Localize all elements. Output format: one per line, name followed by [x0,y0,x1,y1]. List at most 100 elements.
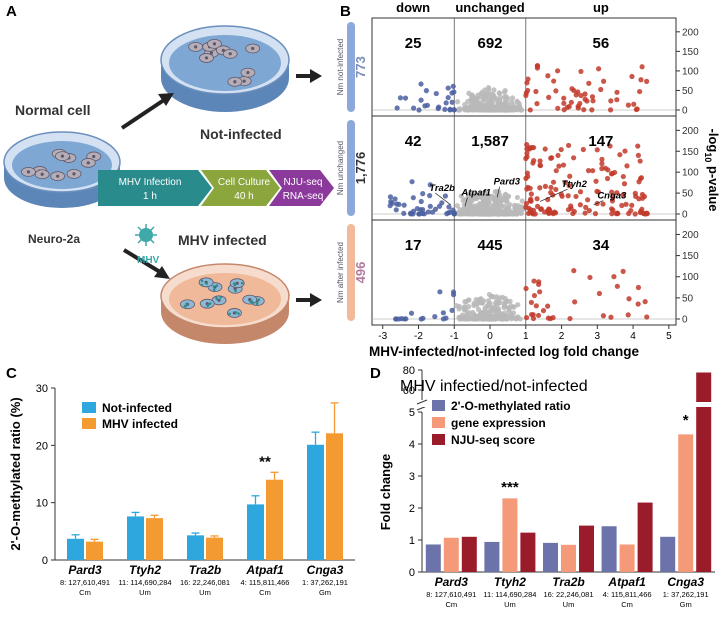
process-step-infection: MHV Infection 1 h [98,170,212,206]
legend-label: gene expression [451,416,546,430]
legend-label: Not-infected [102,401,172,415]
point-up [538,206,544,212]
header-up: up [593,0,609,15]
point-down [408,211,414,217]
count-unchanged: 692 [478,35,503,52]
panel-letter-b: B [340,3,351,20]
category-position: 11: 114,690,284 [483,590,536,599]
point-up [553,168,559,174]
point-up [558,146,564,153]
point-up [555,105,561,111]
category-label: Pard3 [68,563,102,577]
y-tick-label: 150 [682,147,699,158]
x-tick-label: 4 [630,331,636,342]
point-up [552,210,559,216]
point-down [423,88,430,94]
point-unchanged [481,308,488,315]
point-up [611,273,617,280]
category-label: Atpaf1 [245,563,284,577]
point-up [540,308,547,314]
y-tick-label: 2 [409,503,415,515]
point-up [524,150,530,156]
bar [619,544,635,572]
point-down [420,315,426,321]
point-unchanged [518,106,524,112]
point-unchanged [515,315,521,321]
x-tick-label: -2 [414,331,423,342]
y-tick-label: 0 [42,555,48,567]
category-label: Tra2b [552,575,584,589]
point-unchanged [509,99,515,105]
point-unchanged [486,316,492,322]
legend-swatch [82,418,96,429]
arrow-to-infected [122,248,170,279]
x-tick-label: -3 [378,331,387,342]
point-up [559,193,565,199]
point-unchanged [517,209,524,215]
point-unchanged [502,299,508,306]
point-unchanged [519,198,525,204]
point-up [537,158,543,164]
category-label: Tra2b [189,563,221,577]
point-up [581,107,587,113]
point-up [578,92,584,99]
point-up [620,268,626,274]
y-axis-label: 2'-O-methylated ratio (%) [8,397,23,550]
point-unchanged [491,87,497,93]
category-nucleotide: Cm [79,588,91,597]
point-up [572,299,578,305]
legend-label: 2'-O-methylated ratio [451,399,571,413]
point-unchanged [502,211,508,217]
point-unchanged [505,305,512,311]
point-up [571,268,577,274]
bar-upper [696,372,712,406]
x-tick-label: -1 [450,331,459,342]
significance-marker: *** [501,479,519,496]
point-unchanged [481,196,487,202]
point-up [523,285,529,292]
category-position: 4: 115,811,466 [241,578,290,587]
point-down [409,179,415,185]
bar [696,406,712,572]
point-down [435,105,441,112]
bar [502,498,518,572]
point-up [583,204,589,211]
point-unchanged [494,316,500,322]
count-down: 42 [405,133,422,150]
point-unchanged [512,206,518,212]
point-up [608,314,614,320]
point-up [527,107,533,113]
y-tick-label: 0 [682,106,688,117]
header-down: down [396,0,430,15]
bar [307,444,324,560]
point-up [524,142,530,148]
svg-text:RNA-seq: RNA-seq [283,191,324,202]
point-up [609,189,615,195]
point-down [397,95,404,101]
category-nucleotide: Um [199,588,211,597]
bar [266,479,283,560]
point-down [439,200,445,206]
x-axis-label: MHV-infected/not-infected log fold chang… [369,344,639,359]
point-down [425,209,431,215]
point-down [401,210,407,217]
point-up [635,284,642,291]
legend-swatch [432,434,445,445]
point-down [445,94,451,101]
point-down [394,105,400,111]
point-unchanged [486,100,492,107]
point-unchanged [496,98,502,105]
point-up [537,162,544,169]
fold-change-bar-chart: 0 1 2 3 4 5 60 80 Fold change MHV infectied/not-i… [378,365,716,609]
point-up [537,185,543,191]
point-down [433,90,439,97]
side-label: Nm not-infected [336,39,345,95]
bar [67,538,84,560]
category-position: 8: 127,610,491 [60,578,110,587]
point-unchanged [454,203,460,209]
point-up [613,211,619,217]
point-down [449,99,455,105]
point-up [534,65,541,71]
bar [326,433,343,560]
